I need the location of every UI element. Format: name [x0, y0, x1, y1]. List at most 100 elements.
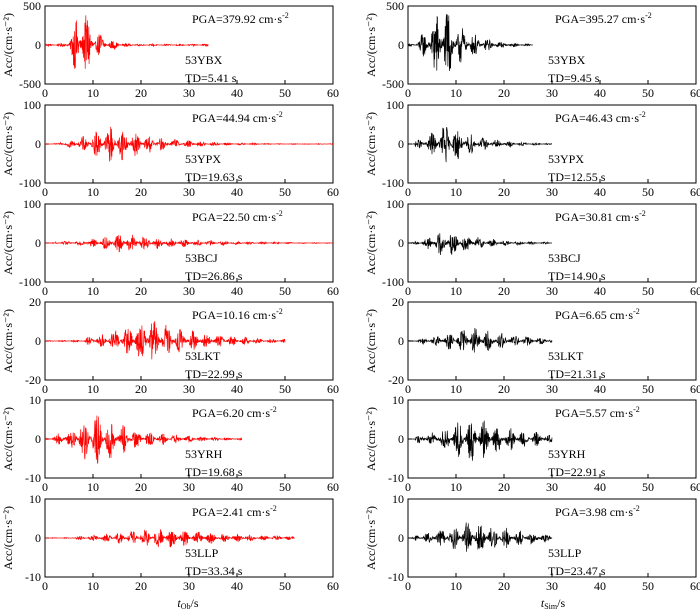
- pga-annotation-observed-53yrh: PGA=6.20 cm·s-2: [192, 405, 277, 420]
- x-tick-label-observed-53llp-0: 0: [42, 579, 48, 593]
- y-tick-label-observed-53yrh-0: 0: [35, 432, 41, 446]
- y-axis-label-simulated-53ybx: Acc/(cm·s⁻²): [364, 13, 378, 77]
- y-tick-label-observed-53ybx-0: 0: [35, 38, 41, 52]
- x-tick-label-simulated-53bcj-10: 10: [450, 284, 462, 298]
- y-tick-label-simulated-53ypx--100: -100: [382, 176, 404, 190]
- y-tick-label-simulated-53llp--10: -10: [388, 570, 404, 584]
- y-axis-label-simulated-53llp: Acc/(cm·s⁻²): [364, 506, 378, 570]
- y-axis-label-simulated-53lkt: Acc/(cm·s⁻²): [364, 309, 378, 373]
- x-tick-label-simulated-53bcj-40: 40: [594, 284, 606, 298]
- y-tick-label-simulated-53lkt-0: 0: [398, 334, 404, 348]
- x-tick-label-simulated-53ybx-60: 60: [690, 86, 700, 100]
- td-annotation-simulated-53lkt: TD=21.31 s: [548, 367, 606, 381]
- y-tick-label-observed-53yrh--10: -10: [25, 471, 41, 485]
- x-tick-label-observed-53ypx-20: 20: [135, 185, 147, 199]
- x-tick-label-simulated-53llp-10: 10: [450, 579, 462, 593]
- x-tick-label-observed-53bcj-40: 40: [231, 284, 243, 298]
- x-tick-label-observed-53llp-50: 50: [279, 579, 291, 593]
- x-tick-label-observed-53llp-30: 30: [183, 579, 195, 593]
- x-tick-label-observed-53bcj-60: 60: [327, 284, 339, 298]
- x-tick-label-observed-53ypx-0: 0: [42, 185, 48, 199]
- station-label-simulated-53lkt: 53LKT: [548, 349, 584, 363]
- td-annotation-simulated-53llp: TD=23.47 s: [548, 564, 606, 578]
- x-tick-label-observed-53lkt-0: 0: [42, 382, 48, 396]
- pga-annotation-simulated-53ybx: PGA=395.27 cm·s-2: [555, 11, 652, 26]
- waveform-simulated-53ybx: [407, 14, 533, 71]
- x-tick-label-observed-53ypx-60: 60: [327, 185, 339, 199]
- x-axis-label-simulated: tSim/s: [541, 596, 566, 611]
- pga-annotation-simulated-53llp: PGA=3.98 cm·s-2: [555, 504, 640, 519]
- x-tick-label-simulated-53ybx-40: 40: [594, 86, 606, 100]
- x-tick-label-observed-53ypx-50: 50: [279, 185, 291, 199]
- waveform-simulated-53bcj: [407, 233, 553, 256]
- td-annotation-observed-53lkt: TD=22.99 s: [185, 367, 243, 381]
- y-tick-label-simulated-53yrh--10: -10: [388, 471, 404, 485]
- station-label-simulated-53llp: 53LLP: [548, 546, 582, 560]
- x-tick-label-simulated-53yrh-10: 10: [450, 480, 462, 494]
- waveform-simulated-53lkt: [407, 328, 553, 353]
- td-annotation-observed-53bcj: TD=26.86 s: [185, 269, 243, 283]
- y-tick-label-observed-53ypx-0: 0: [35, 137, 41, 151]
- x-tick-label-simulated-53llp-20: 20: [498, 579, 510, 593]
- x-tick-label-simulated-53llp-40: 40: [594, 579, 606, 593]
- y-axis-label-simulated-53yrh: Acc/(cm·s⁻²): [364, 407, 378, 471]
- x-tick-label-simulated-53ypx-50: 50: [642, 185, 654, 199]
- y-axis-label-observed-53ypx: Acc/(cm·s⁻²): [1, 112, 15, 176]
- x-tick-label-simulated-53bcj-50: 50: [642, 284, 654, 298]
- x-tick-label-observed-53bcj-10: 10: [87, 284, 99, 298]
- waveform-simulated-53ypx: [407, 126, 553, 163]
- y-tick-label-observed-53llp-0: 0: [35, 531, 41, 545]
- x-tick-label-observed-53ybx-0: 0: [42, 86, 48, 100]
- y-tick-label-observed-53llp--10: -10: [25, 570, 41, 584]
- x-tick-label-observed-53yrh-10: 10: [87, 480, 99, 494]
- x-tick-label-simulated-53ybx-0: 0: [405, 86, 411, 100]
- pga-annotation-observed-53ypx: PGA=44.94 cm·s-2: [192, 110, 283, 125]
- station-label-observed-53bcj: 53BCJ: [185, 251, 218, 265]
- x-tick-label-observed-53ybx-40: 40: [231, 86, 243, 100]
- x-tick-label-simulated-53lkt-20: 20: [498, 382, 510, 396]
- y-tick-label-simulated-53yrh-0: 0: [398, 432, 404, 446]
- x-tick-label-simulated-53yrh-60: 60: [690, 480, 700, 494]
- x-tick-label-simulated-53lkt-0: 0: [405, 382, 411, 396]
- waveform-observed-53bcj: [44, 234, 334, 253]
- x-tick-label-observed-53llp-20: 20: [135, 579, 147, 593]
- x-tick-label-observed-53bcj-30: 30: [183, 284, 195, 298]
- x-tick-label-observed-53bcj-50: 50: [279, 284, 291, 298]
- y-tick-label-observed-53llp-10: 10: [29, 492, 41, 506]
- waveform-observed-53lkt: [44, 321, 286, 360]
- x-tick-label-observed-53bcj-0: 0: [42, 284, 48, 298]
- x-axis-label-observed: tOb/s: [177, 596, 198, 611]
- td-annotation-simulated-53bcj: TD=14.90 s: [548, 269, 606, 283]
- x-tick-label-simulated-53ypx-40: 40: [594, 185, 606, 199]
- td-annotation-observed-53ypx: TD=19.63 s: [185, 170, 243, 184]
- x-tick-label-observed-53ybx-20: 20: [135, 86, 147, 100]
- y-tick-label-observed-53ybx-500: 500: [23, 0, 41, 13]
- x-tick-label-simulated-53lkt-50: 50: [642, 382, 654, 396]
- x-tick-label-simulated-53ypx-0: 0: [405, 185, 411, 199]
- waveform-observed-53ybx: [44, 15, 209, 69]
- x-tick-label-observed-53yrh-40: 40: [231, 480, 243, 494]
- pga-annotation-observed-53ybx: PGA=379.92 cm·s-2: [192, 11, 289, 26]
- x-tick-label-simulated-53ybx-30: 30: [546, 86, 558, 100]
- x-tick-label-simulated-53ypx-10: 10: [450, 185, 462, 199]
- y-tick-label-simulated-53llp-10: 10: [392, 492, 404, 506]
- x-tick-label-simulated-53yrh-30: 30: [546, 480, 558, 494]
- station-label-observed-53ypx: 53YPX: [185, 152, 221, 166]
- station-label-observed-53lkt: 53LKT: [185, 349, 221, 363]
- td-annotation-observed-53llp: TD=33.34 s: [185, 564, 243, 578]
- y-tick-label-observed-53bcj--100: -100: [19, 275, 41, 289]
- x-tick-label-simulated-53llp-0: 0: [405, 579, 411, 593]
- x-tick-label-observed-53ypx-40: 40: [231, 185, 243, 199]
- td-annotation-simulated-53yrh: TD=22.91 s: [548, 465, 606, 479]
- x-tick-label-simulated-53llp-60: 60: [690, 579, 700, 593]
- waveform-observed-53ypx: [44, 126, 334, 162]
- x-tick-label-simulated-53bcj-30: 30: [546, 284, 558, 298]
- x-tick-label-simulated-53llp-50: 50: [642, 579, 654, 593]
